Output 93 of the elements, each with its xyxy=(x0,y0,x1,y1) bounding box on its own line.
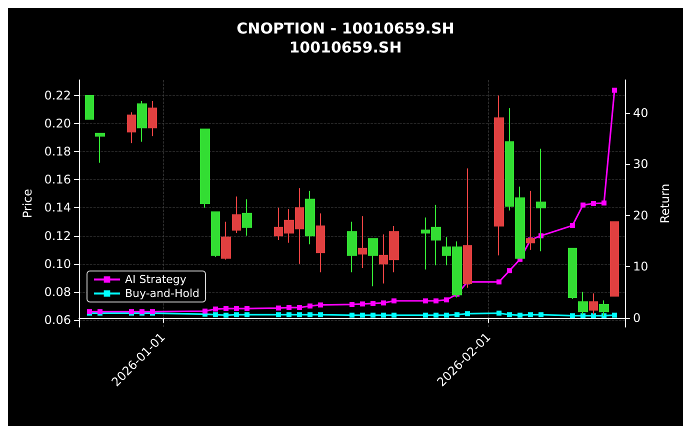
candlestick xyxy=(599,300,609,316)
point xyxy=(276,312,281,318)
point xyxy=(392,312,396,318)
legend-label: Buy-and-Hold xyxy=(125,287,200,300)
y-tick-label: 0.16 xyxy=(44,172,71,187)
point xyxy=(213,306,218,312)
point xyxy=(318,312,323,318)
point xyxy=(496,279,502,284)
point xyxy=(528,312,533,318)
point xyxy=(360,312,365,318)
y-tick-label: 0.22 xyxy=(44,88,71,102)
candlestick xyxy=(221,221,231,260)
point xyxy=(370,300,376,306)
point xyxy=(580,202,586,208)
point xyxy=(507,312,512,318)
point xyxy=(570,223,575,228)
y2-tick-label: 0 xyxy=(633,310,641,325)
point xyxy=(434,298,438,304)
point xyxy=(454,312,460,318)
candlestick xyxy=(358,216,367,269)
candlestick xyxy=(305,190,315,245)
y-tick-label: 0.20 xyxy=(44,116,71,131)
point xyxy=(496,310,502,316)
y2-axis-title: Return xyxy=(658,184,672,224)
point xyxy=(276,306,281,311)
candlestick xyxy=(137,100,147,142)
point xyxy=(213,312,218,318)
candlestick xyxy=(200,128,210,208)
candlestick xyxy=(127,112,136,144)
candlestick xyxy=(347,221,357,273)
point xyxy=(591,201,596,206)
y-tick-label: 0.12 xyxy=(44,228,71,243)
point xyxy=(434,312,438,318)
point xyxy=(392,298,396,304)
candlestick xyxy=(494,94,504,256)
point xyxy=(308,303,312,308)
candlestick xyxy=(242,198,252,236)
point xyxy=(286,305,292,310)
y2-tick-label: 10 xyxy=(633,260,648,274)
point xyxy=(444,297,449,302)
candlestick xyxy=(211,211,220,258)
y2-tick-label: 40 xyxy=(633,106,648,120)
point xyxy=(423,298,428,304)
candlestick xyxy=(85,94,94,120)
chart-title: CNOPTION - 10010659.SH xyxy=(236,20,454,38)
candlestick xyxy=(316,212,325,273)
point xyxy=(602,200,606,206)
point xyxy=(286,312,292,318)
candlestick xyxy=(232,196,241,234)
chart-subtitle: 10010659.SH xyxy=(289,38,402,56)
y-axis-title: Price xyxy=(20,188,34,218)
point xyxy=(518,312,522,318)
point xyxy=(507,268,512,274)
point xyxy=(360,301,365,306)
point xyxy=(591,313,596,318)
candlestick xyxy=(148,100,157,137)
y2-tick-label: 20 xyxy=(633,208,648,222)
candlestick xyxy=(95,132,105,164)
point xyxy=(297,305,302,310)
point xyxy=(465,311,470,316)
candlestick xyxy=(536,148,546,252)
point xyxy=(234,306,239,312)
point xyxy=(538,312,544,318)
point xyxy=(308,312,312,318)
point xyxy=(224,306,228,312)
point xyxy=(381,300,386,306)
point xyxy=(350,312,354,318)
point xyxy=(612,88,617,93)
point xyxy=(350,302,354,307)
point xyxy=(423,312,428,318)
point xyxy=(234,312,239,318)
y-tick-label: 0.18 xyxy=(44,144,71,159)
point xyxy=(318,302,323,308)
point xyxy=(381,312,386,318)
candlestick xyxy=(568,248,577,300)
point xyxy=(202,308,208,314)
y2-tick-label: 30 xyxy=(633,157,648,172)
point xyxy=(370,312,376,318)
point xyxy=(612,312,617,318)
point xyxy=(297,312,302,318)
legend-label: AI Strategy xyxy=(125,273,187,286)
point xyxy=(570,313,575,318)
y-tick-label: 0.10 xyxy=(44,256,71,271)
point xyxy=(244,312,250,318)
y-tick-label: 0.08 xyxy=(44,284,71,299)
candlestick xyxy=(610,221,619,297)
point xyxy=(224,312,228,318)
point xyxy=(244,306,250,312)
y-tick-label: 0.06 xyxy=(44,312,71,327)
candlestick xyxy=(368,238,378,287)
point xyxy=(444,312,449,318)
y-tick-label: 0.14 xyxy=(44,200,71,215)
point xyxy=(580,313,586,318)
